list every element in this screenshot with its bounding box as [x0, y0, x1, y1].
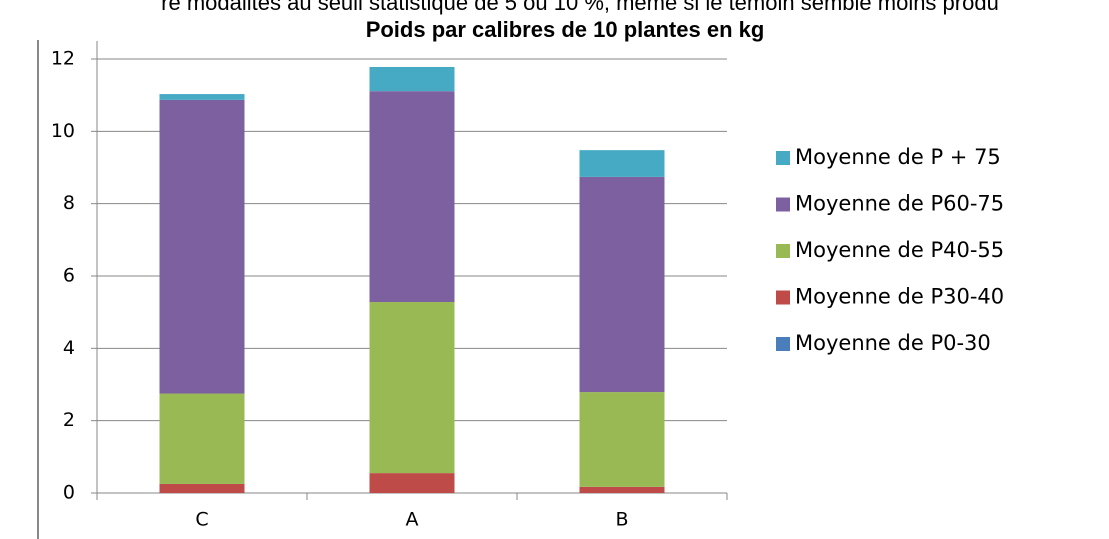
- x-tick-label: C: [195, 509, 208, 531]
- bar-segment: [369, 302, 455, 474]
- y-tick-label: 6: [63, 265, 75, 287]
- y-tick-label: 10: [51, 120, 75, 142]
- legend-label: Moyenne de P30-40: [795, 285, 1004, 309]
- chart-title: Poids par calibres de 10 plantes en kg: [366, 17, 765, 42]
- legend-swatch: [776, 197, 790, 212]
- bar-segment: [159, 99, 245, 394]
- bar-segment: [579, 150, 665, 177]
- bar-segment: [159, 483, 245, 493]
- bar-segment: [159, 94, 245, 100]
- y-tick-label: 2: [63, 409, 75, 431]
- legend-swatch: [776, 337, 790, 351]
- bar-segment: [369, 91, 455, 303]
- legend-label: Moyenne de P0-30: [795, 331, 991, 355]
- legend-label: Moyenne de P60-75: [795, 192, 1004, 216]
- bar-segment: [159, 393, 245, 484]
- y-tick-label: 12: [51, 48, 75, 70]
- x-tick-label: A: [406, 509, 419, 531]
- bar-segment: [369, 66, 455, 92]
- legend-swatch: [776, 244, 790, 258]
- y-tick-label: 8: [63, 192, 75, 214]
- legend-label: Moyenne de P40-55: [795, 238, 1004, 262]
- y-tick-label: 0: [63, 482, 75, 504]
- bar-segment: [579, 486, 665, 493]
- bar-segment: [369, 473, 455, 493]
- bar-segment: [579, 392, 665, 487]
- legend-swatch: [776, 151, 790, 165]
- bar-segment: [579, 176, 665, 393]
- caption: re modalités au seuil statistique de 5 o…: [161, 0, 999, 15]
- y-tick-label: 4: [63, 337, 75, 359]
- legend-swatch: [776, 290, 790, 305]
- x-tick-label: B: [615, 509, 628, 531]
- legend-label: Moyenne de P + 75: [795, 145, 1001, 169]
